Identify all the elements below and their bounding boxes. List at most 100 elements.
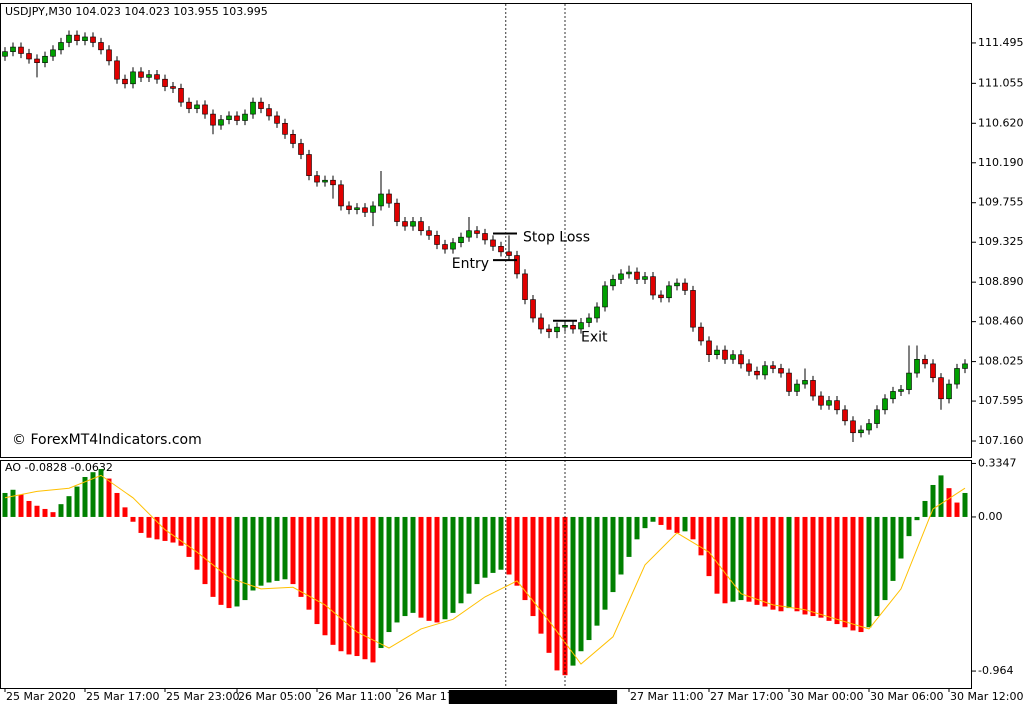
ao-bar	[642, 516, 648, 529]
ao-bar	[466, 516, 472, 594]
candle-body	[82, 36, 88, 41]
candle-body	[138, 71, 144, 78]
ao-bar	[186, 516, 192, 557]
candle-body	[282, 122, 288, 135]
y-tick-label: 109.755	[978, 196, 1024, 209]
ao-bar	[322, 516, 328, 636]
ao-bar	[962, 492, 968, 517]
candle-body	[2, 51, 8, 57]
ao-bar	[218, 516, 224, 605]
candle-body	[762, 365, 768, 376]
ao-bar	[690, 516, 696, 540]
ao-bar	[34, 505, 40, 517]
ao-bar	[338, 516, 344, 652]
ao-bar	[90, 472, 96, 517]
ao-bar	[442, 516, 448, 620]
ao-bar	[434, 516, 440, 623]
candle-body	[906, 372, 912, 390]
ao-bar	[178, 516, 184, 546]
candle-body	[162, 78, 168, 87]
candle-body	[474, 230, 480, 234]
ao-bar	[754, 516, 760, 605]
candle-body	[34, 58, 40, 63]
candle-body	[826, 400, 832, 406]
ao-bar	[626, 516, 632, 557]
candle-body	[722, 349, 728, 360]
ao-bar	[82, 476, 88, 517]
candle-body	[178, 88, 184, 103]
ao-bar	[522, 516, 528, 601]
candle-body	[250, 101, 256, 115]
ao-bar	[138, 516, 144, 533]
candle-body	[58, 42, 64, 51]
candle-body	[874, 409, 880, 424]
candle-body	[506, 251, 512, 256]
ao-bar	[674, 516, 680, 533]
x-tick-label: 25 Mar 17:00	[86, 690, 159, 703]
ao-bar	[682, 516, 688, 532]
y-tick-label: 111.055	[978, 76, 1024, 89]
candle-body	[914, 358, 920, 374]
ao-bar	[378, 516, 384, 649]
ao-bar	[530, 516, 536, 617]
candle-body	[146, 74, 152, 78]
candle-body	[114, 60, 120, 80]
candle-body	[858, 429, 864, 434]
candle-body	[442, 244, 448, 250]
candle-body	[50, 49, 56, 57]
candle-body	[346, 205, 352, 210]
candle-body	[306, 154, 312, 176]
annotation-label: Stop Loss	[523, 229, 590, 245]
ao-bar	[426, 516, 432, 621]
candle-body	[10, 46, 16, 52]
candle-body	[626, 271, 632, 275]
ao-bar	[226, 516, 232, 609]
ao-bar	[266, 516, 272, 583]
candle-body	[834, 400, 840, 411]
ao-bar	[746, 516, 752, 602]
ao-bar	[314, 516, 320, 625]
candle-body	[458, 236, 464, 243]
candle-body	[730, 354, 736, 360]
candle-body	[242, 113, 248, 121]
candle-body	[890, 391, 896, 400]
candle-body	[258, 101, 264, 109]
candle-body	[522, 273, 528, 300]
candle-body	[186, 101, 192, 109]
cursor-label-box	[512, 690, 618, 704]
ao-bar	[450, 516, 456, 613]
ao-bar	[298, 516, 304, 597]
ao-bar	[202, 516, 208, 585]
candle-body	[354, 207, 360, 210]
ao-bar	[762, 516, 768, 607]
candle-body	[266, 108, 272, 117]
candle-body	[330, 179, 336, 186]
candle-body	[818, 395, 824, 406]
candle-body	[130, 71, 136, 85]
ao-bar	[634, 516, 640, 540]
ao-bar	[194, 516, 200, 570]
price-panel	[0, 3, 972, 458]
candle-body	[218, 119, 224, 126]
y-tick-label: 110.620	[978, 116, 1024, 129]
ao-bar	[714, 516, 720, 594]
ao-bar	[778, 516, 784, 612]
candle-body	[922, 358, 928, 365]
y-tick-label: 110.190	[978, 156, 1024, 169]
ao-bar	[370, 516, 376, 663]
candle-body	[842, 409, 848, 422]
candle-body	[698, 326, 704, 342]
candle-body	[322, 179, 328, 183]
candle-body	[898, 389, 904, 392]
ao-bar	[474, 516, 480, 585]
signal-line	[4, 474, 966, 665]
ao-bar	[946, 488, 952, 517]
candle-body	[554, 326, 560, 333]
ao-bar	[594, 516, 600, 626]
candle-body	[778, 368, 784, 374]
y-tick-label: 108.460	[978, 315, 1024, 328]
candle-body	[602, 285, 608, 308]
candle-body	[794, 383, 800, 392]
